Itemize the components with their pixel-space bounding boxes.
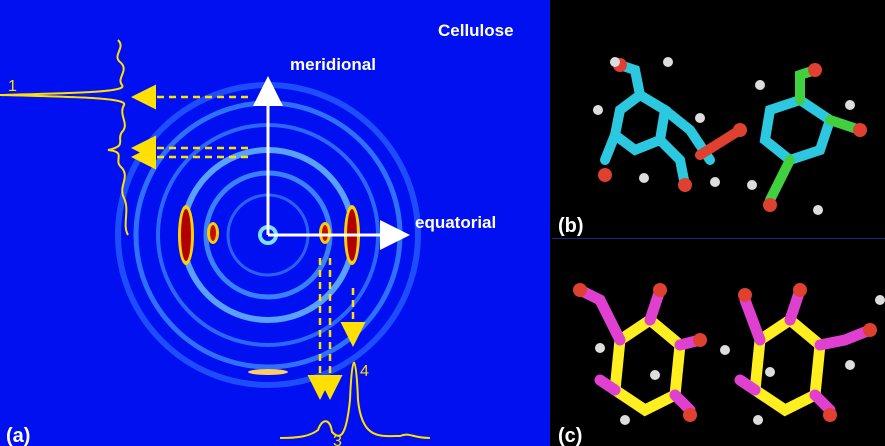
panel-a: Cellulose meridional equatorial 1 3 4 (a… [0, 0, 550, 446]
panel-label: (a) [6, 425, 30, 446]
figure: Cellulose meridional equatorial 1 3 4 (a… [0, 0, 885, 446]
panel-b: (b) [552, 0, 885, 237]
peak-label: 3 [333, 433, 342, 446]
peak-label: 4 [360, 363, 369, 380]
panel-label: (c) [558, 425, 582, 446]
axis-label: meridional [290, 55, 376, 74]
peak-label: 1 [8, 78, 17, 95]
title: Cellulose [438, 21, 514, 40]
axis-label: equatorial [415, 213, 496, 232]
panel-c: (c) [552, 239, 885, 446]
panel-label: (b) [558, 215, 584, 237]
page: Cellulose meridional equatorial 1 3 4 (a… [0, 0, 885, 446]
